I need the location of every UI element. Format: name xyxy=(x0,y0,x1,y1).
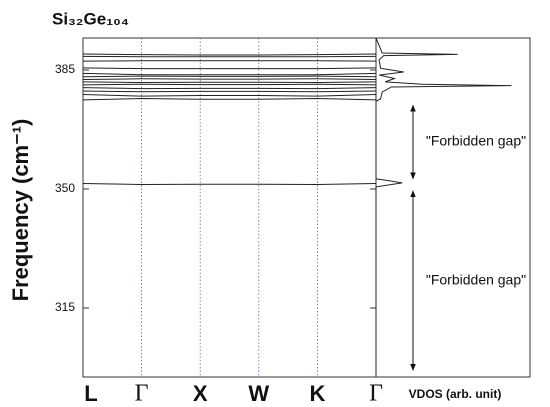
y-axis-label: Frequency (cm⁻¹) xyxy=(8,119,33,302)
x-tick-label: W xyxy=(248,381,269,406)
y-tick-label: 315 xyxy=(55,300,75,314)
band-line xyxy=(82,93,377,97)
band-line xyxy=(82,90,377,93)
band-line xyxy=(82,78,377,80)
x-tick-label: Γ xyxy=(369,381,383,407)
band-line xyxy=(82,53,377,56)
x-tick-label: K xyxy=(309,381,325,406)
y-tick-label: 350 xyxy=(55,181,75,195)
x-tick-label: Γ xyxy=(135,381,149,407)
band-line xyxy=(82,83,377,86)
x-tick-label: L xyxy=(84,381,97,406)
chart-title: Si₃₂Ge₁₀₄ xyxy=(52,9,129,28)
band-line xyxy=(82,183,377,186)
band-line xyxy=(82,75,377,78)
x-tick-label: X xyxy=(193,381,208,406)
plot-frame xyxy=(82,37,531,378)
vdos-line xyxy=(375,37,512,376)
annotation: "Forbidden gap" xyxy=(426,271,526,287)
band-line xyxy=(82,72,377,76)
band-line xyxy=(82,67,377,70)
x-axis-label: VDOS (arb. unit) xyxy=(409,387,502,401)
y-tick-label: 385 xyxy=(55,62,75,76)
band-line xyxy=(82,81,377,84)
band-line xyxy=(82,87,377,90)
band-line xyxy=(82,98,377,101)
annotation: "Forbidden gap" xyxy=(426,133,526,149)
